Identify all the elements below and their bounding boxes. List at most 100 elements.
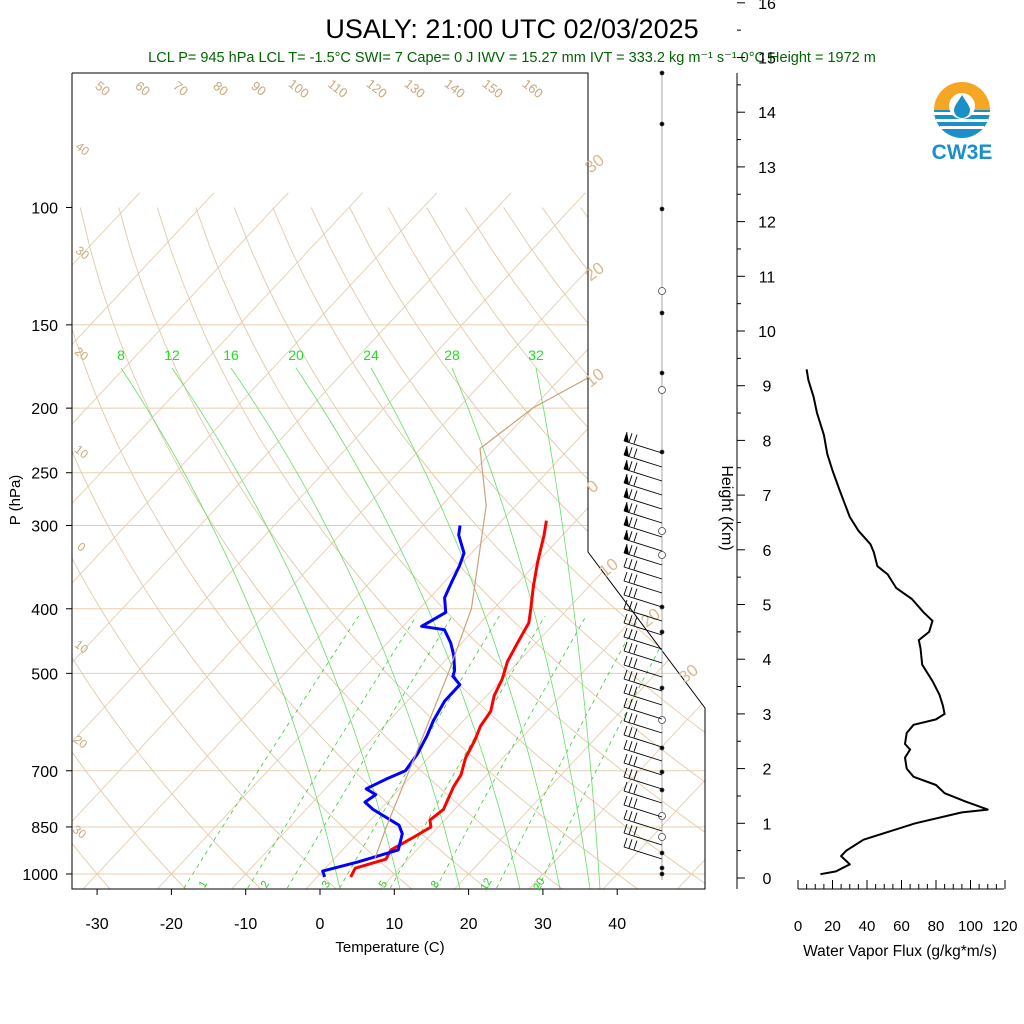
wind-barb-feather (633, 518, 638, 528)
wind-barb-feather (623, 781, 628, 792)
chart-title: USALY: 21:00 UTC 02/03/2025 (325, 14, 698, 44)
isotherm-line (72, 192, 512, 889)
wind-barb (623, 748, 663, 762)
mixing-ratio-label-bottom: 12 (478, 876, 495, 893)
x-tick-label: -10 (234, 916, 257, 933)
wind-barb-feather (628, 811, 633, 821)
skew-t-background-lines (0, 192, 1024, 891)
mixing-ratio-label: 8 (117, 347, 125, 363)
x-tick-label: -30 (86, 916, 109, 933)
mixing-ratio-line (286, 615, 453, 889)
y-tick-label: 850 (31, 820, 58, 837)
dry-adiabat-line (72, 207, 415, 889)
wind-barb-feather (633, 840, 638, 850)
wind-barb-feather (628, 839, 633, 849)
wind-barb (623, 790, 663, 804)
wind-barb-feather (628, 475, 633, 485)
height-tick-label: 12 (758, 215, 776, 232)
wind-barb-feather (633, 630, 638, 640)
dry-adiabat-line (695, 207, 705, 889)
wind-level-dot (658, 386, 666, 394)
height-tick-label: 8 (763, 433, 772, 450)
mixing-ratio-line (183, 615, 360, 889)
mixing-ratio-label: 20 (288, 347, 304, 363)
theta-label: 120 (364, 76, 390, 101)
wind-barb (623, 594, 663, 608)
x-tick-label: 40 (608, 916, 626, 933)
x-tick-label: -20 (160, 916, 183, 933)
wind-barb-feather (633, 532, 638, 542)
isotherm-label: 20 (581, 258, 608, 285)
moist-adiabat-line (295, 367, 521, 889)
isotherm-line (452, 192, 705, 889)
theta-label: 90 (248, 78, 269, 99)
wind-barb-feather (623, 795, 628, 806)
wind-barb (623, 580, 663, 594)
wind-barb (623, 566, 663, 580)
mixing-ratio-label-bottom: 8 (429, 879, 442, 890)
wind-barb-feather (633, 574, 638, 584)
theta-label: 130 (402, 76, 428, 101)
wind-level-dot (659, 70, 665, 76)
wind-level-dot (658, 527, 666, 535)
wind-barb-feather (633, 672, 638, 682)
wind-level-dot (658, 287, 666, 295)
wind-barb-feather (633, 812, 638, 822)
wind-barb-feather (628, 545, 633, 555)
dry-adiabat-line (349, 207, 705, 889)
mixing-ratio-label: 28 (444, 347, 460, 363)
wind-barb-pennant (624, 502, 629, 513)
skew-t-panel: 50 60 70 80 90 100 110 120 130 140 150 160403020100… (0, 70, 1024, 956)
skew-t-frame (71, 72, 706, 890)
wind-barb-feather (633, 588, 638, 598)
wind-barb-feather (633, 490, 638, 500)
logo-wave-arc (934, 110, 990, 138)
moist-adiabat-line (230, 367, 461, 889)
wind-barb (623, 622, 663, 636)
flux-tick-label: 20 (824, 918, 841, 935)
mixing-ratio-label-bottom: 5 (377, 879, 390, 890)
moist-adiabat-line (370, 367, 561, 889)
isotherm-label: 0 (583, 476, 602, 497)
theta-label-left: 30 (70, 822, 89, 841)
isotherm-line (72, 192, 141, 889)
moist-adiabat-line (120, 367, 341, 889)
isotherm-line (0, 193, 65, 891)
wind-barb-pennant (624, 446, 629, 457)
flux-tick-label: 60 (893, 918, 910, 935)
theta-label: 110 (325, 76, 351, 101)
wind-barb-feather (633, 448, 638, 458)
wind-barb-feather (633, 756, 638, 766)
height-tick-label: 15 (758, 51, 776, 68)
dry-adiabat-line (387, 207, 705, 889)
height-tick-label: 1 (763, 816, 772, 833)
wind-barb-feather (633, 616, 638, 626)
wind-barb (623, 454, 663, 468)
water-drop-icon (954, 95, 970, 118)
wind-barb-feather (628, 615, 633, 625)
wind-barb (623, 468, 663, 482)
wind-barb-feather (623, 753, 628, 764)
wind-barb-feather (633, 644, 638, 654)
wind-barb (623, 524, 663, 538)
mixing-ratio-label-bottom: 3 (320, 879, 333, 890)
wind-barb-feather (628, 461, 633, 471)
flux-y-axis-label: Height (Km) (718, 465, 735, 550)
wind-barb-feather (623, 725, 628, 736)
dry-adiabat-line (735, 208, 1024, 891)
x-tick-label: 20 (460, 916, 478, 933)
flux-profile (805, 369, 989, 876)
flux-tick-label: 80 (928, 918, 945, 935)
temperature-line (349, 520, 548, 878)
height-tick-label: 14 (758, 105, 776, 122)
y-tick-label: 700 (31, 764, 58, 781)
mixing-ratio-line (537, 615, 678, 889)
theta-label-left: 10 (72, 637, 91, 656)
wind-level-dot (659, 629, 665, 635)
wind-barb-feather (633, 826, 638, 836)
height-tick-label: 5 (763, 598, 772, 615)
x-tick-label: 0 (316, 916, 325, 933)
wind-barb-pennant (624, 530, 629, 541)
wind-barb (623, 636, 663, 650)
wind-barb (623, 650, 663, 664)
